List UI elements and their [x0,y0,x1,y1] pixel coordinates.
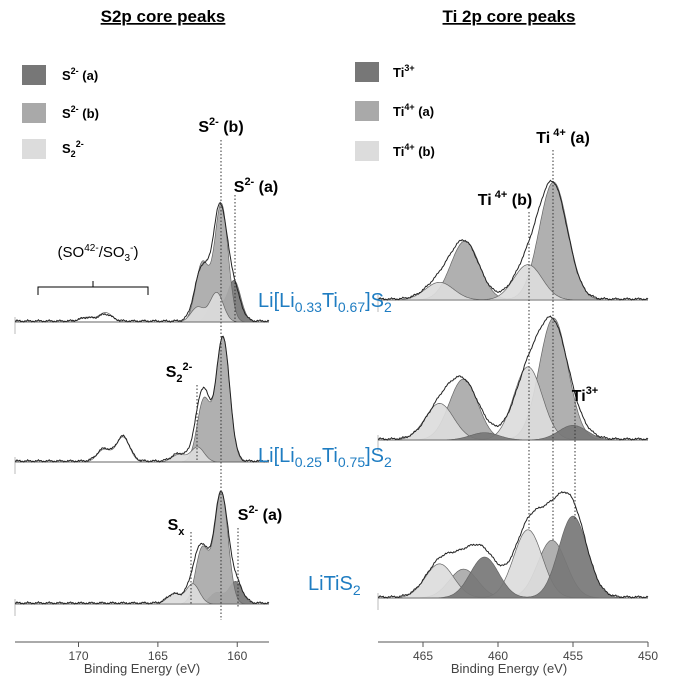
measured-envelope [14,201,270,323]
label-s22: S22- [166,361,193,385]
fit-component [378,529,648,599]
legend-ti4b: Ti4+ (b) [393,142,435,159]
spectrum-0-2 [14,490,270,616]
measured-envelope [377,490,649,599]
legend-swatch-s2b [22,103,46,123]
fit-component [378,515,648,599]
s2p-xlabel: Binding Energy (eV) [84,661,200,676]
legend-s22: S22- [62,139,84,159]
ti2p-legend: Ti3+ Ti4+ (a) Ti4+ (b) [355,62,435,161]
label-sx: Sx [168,517,186,538]
spectrum-1-1 [377,315,649,452]
fit-component [15,312,269,323]
label-s2a-top: S2- (a) [234,176,278,196]
x-tick-label: 465 [413,649,433,663]
x-tick-label: 170 [68,649,88,663]
legend-ti3: Ti3+ [393,63,415,80]
s2p-axis: 170 165 160 Binding Energy (eV) [15,641,269,676]
x-tick-label: 160 [227,649,247,663]
fit-component [378,425,648,441]
x-tick-label: 455 [563,649,583,663]
label-ti4a: Ti 4+ (a) [536,127,590,147]
ti2p-title: Ti 2p core peaks [443,7,576,26]
fit-component [15,436,269,463]
label-s2a-bottom: S2- (a) [238,504,282,524]
s2p-ticks: 170 165 160 [68,642,248,663]
legend-swatch-ti3 [355,62,379,82]
spectrum-0-0 [14,201,270,334]
legend-swatch-s22 [22,139,46,159]
spectrum-1-0 [377,179,649,312]
compound-label-3: LiTiS2 [308,573,361,598]
legend-ti4a: Ti4+ (a) [393,102,434,119]
label-sulfate: (SO42-/SO3-) [58,243,139,264]
legend-swatch-ti4a [355,101,379,121]
spectrum-1-2 [377,490,649,610]
fit-component [378,264,648,301]
s2p-title: S2p core peaks [101,7,226,26]
ti2p-axis: 465 460 455 450 Binding Energy (eV) [378,641,658,676]
ti2p-xlabel: Binding Energy (eV) [451,661,567,676]
x-tick-label: 165 [148,649,168,663]
legend-s2b: S2- (b) [62,104,99,121]
fit-component [15,583,269,605]
spectra-layer [14,179,649,616]
legend-s2a: S2- (a) [62,66,98,83]
measured-envelope [377,179,649,301]
label-ti3: Ti3+ [572,385,598,405]
label-ti4b: Ti 4+ (b) [478,189,532,209]
compound-label-2: Li[Li0.25Ti0.75]S2 [258,445,392,470]
x-tick-label: 460 [488,649,508,663]
sulfate-bracket [37,281,149,295]
x-tick-label: 450 [638,649,658,663]
spectrum-0-1 [14,335,270,474]
ti2p-ticks: 465 460 455 450 [413,642,658,663]
compound-label-1: Li[Li0.33Ti0.67]S2 [258,290,392,315]
measured-envelope [14,490,270,605]
measured-envelope [14,335,270,463]
reference-lines [190,140,576,620]
label-s2b-top: S2- (b) [198,116,243,136]
legend-swatch-ti4b [355,141,379,161]
legend-swatch-s2a [22,65,46,85]
s2p-legend: S2- (a) S2- (b) S22- [22,65,99,159]
measured-envelope [377,315,649,441]
